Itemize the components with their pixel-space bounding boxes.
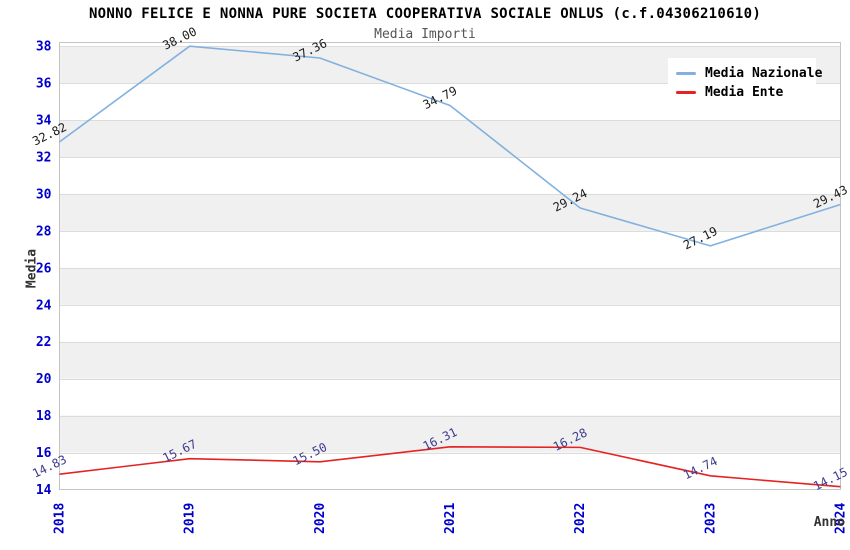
legend-label-media-nazionale: Media Nazionale bbox=[705, 66, 823, 81]
x-tick-label: 2022 bbox=[573, 503, 588, 534]
y-tick-label: 14 bbox=[36, 483, 52, 498]
grid-band bbox=[59, 193, 841, 231]
y-tick-label: 28 bbox=[36, 224, 52, 239]
chart-subtitle: Media Importi bbox=[374, 27, 476, 42]
x-tick-label: 2024 bbox=[834, 503, 849, 534]
y-tick-label: 24 bbox=[36, 298, 52, 313]
y-tick-label: 16 bbox=[36, 446, 52, 461]
point-label: 14.15 bbox=[811, 465, 850, 493]
y-tick-label: 38 bbox=[36, 40, 52, 55]
grid-band bbox=[59, 341, 841, 379]
series-line bbox=[59, 446, 841, 488]
media-ente-line-swatch bbox=[676, 91, 696, 94]
legend: Media Nazionale Media Ente bbox=[668, 58, 822, 108]
media-nazionale-line-swatch bbox=[676, 72, 696, 75]
y-tick-label: 34 bbox=[36, 114, 52, 129]
grid-band bbox=[59, 267, 841, 305]
x-tick-label: 2018 bbox=[53, 503, 68, 534]
y-tick-label: 36 bbox=[36, 77, 52, 92]
y-tick-label: 26 bbox=[36, 261, 52, 276]
x-tick-label: 2023 bbox=[703, 503, 718, 534]
y-tick-label: 20 bbox=[36, 372, 52, 387]
y-tick-label: 18 bbox=[36, 409, 52, 424]
series-line bbox=[59, 45, 841, 247]
x-tick-label: 2020 bbox=[313, 503, 328, 534]
x-tick-label: 2021 bbox=[443, 503, 458, 534]
grid-band bbox=[59, 120, 841, 158]
legend-item-media-ente: Media Ente bbox=[676, 83, 816, 102]
plot-border bbox=[59, 42, 841, 490]
legend-label-media-ente: Media Ente bbox=[705, 85, 784, 100]
x-tick-label: 2019 bbox=[183, 503, 198, 534]
point-label: 14.74 bbox=[681, 454, 720, 482]
y-axis-label: Media bbox=[24, 248, 40, 289]
legend-item-media-nazionale: Media Nazionale bbox=[676, 64, 822, 83]
y-tick-label: 32 bbox=[36, 151, 52, 166]
x-axis-label: Anno bbox=[813, 515, 845, 530]
chart-title: NONNO FELICE E NONNA PURE SOCIETA COOPER… bbox=[88, 6, 762, 22]
y-tick-label: 30 bbox=[36, 187, 52, 202]
y-tick-label: 22 bbox=[36, 335, 52, 350]
